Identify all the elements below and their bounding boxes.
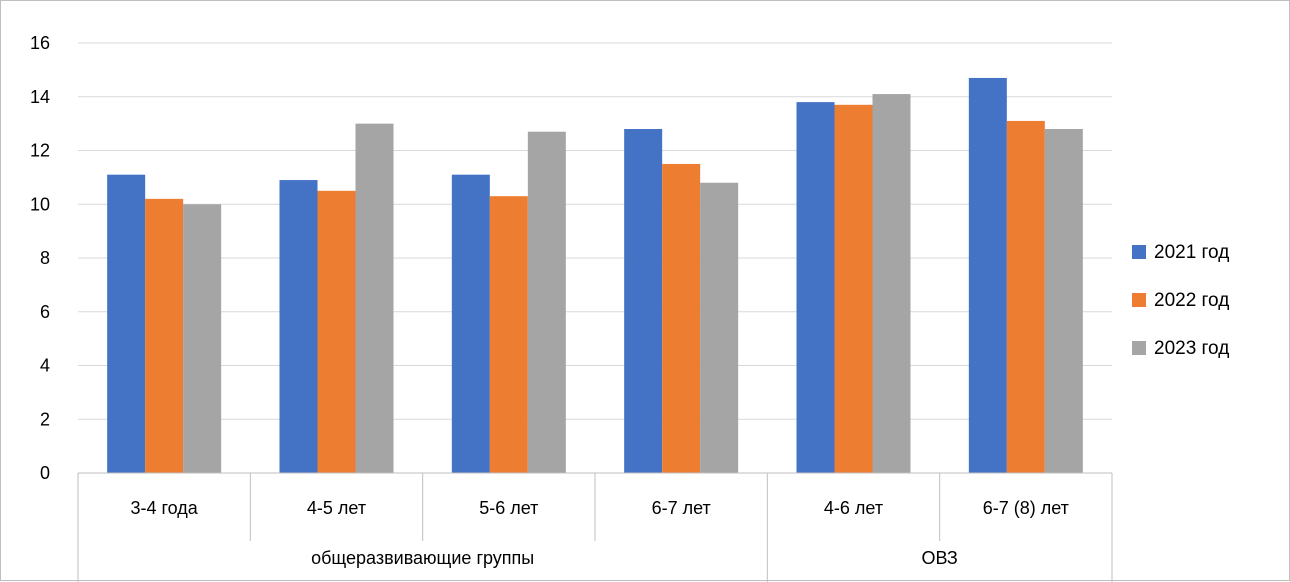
bar bbox=[107, 174, 146, 473]
bar bbox=[624, 129, 663, 473]
y-tick-label: 12 bbox=[30, 141, 50, 161]
y-tick-label: 14 bbox=[30, 87, 50, 107]
gridlines bbox=[78, 42, 1112, 474]
category-label: 4-6 лет bbox=[824, 498, 883, 518]
bar bbox=[796, 102, 835, 473]
y-tick-label: 10 bbox=[30, 194, 50, 214]
bar bbox=[527, 131, 566, 473]
legend-label: 2021 год bbox=[1154, 242, 1229, 263]
bar bbox=[1006, 120, 1045, 473]
category-label: 4-5 лет bbox=[307, 498, 366, 518]
y-tick-label: 2 bbox=[40, 409, 50, 429]
bar bbox=[1044, 129, 1083, 473]
bar bbox=[834, 104, 873, 473]
bar bbox=[355, 123, 394, 473]
bar bbox=[451, 174, 490, 473]
legend-label: 2022 год bbox=[1154, 290, 1229, 311]
bar bbox=[145, 198, 184, 473]
legend-swatch bbox=[1132, 293, 1146, 307]
y-tick-label: 16 bbox=[30, 33, 50, 53]
bar bbox=[700, 182, 739, 473]
legend: 2021 год 2022 год 2023 год bbox=[1132, 242, 1229, 359]
bar bbox=[489, 196, 528, 473]
axes: 0 2 4 6 8 10 12 14 16 3-4 года 4-5 лет 5-6 лет 6-7 л… bbox=[30, 33, 1113, 582]
y-tick-label: 0 bbox=[40, 463, 50, 483]
legend-swatch bbox=[1132, 245, 1146, 259]
bar bbox=[662, 163, 701, 473]
group-label: общеразвивающие группы bbox=[311, 548, 534, 568]
bar bbox=[183, 204, 222, 473]
category-label: 3-4 года bbox=[131, 498, 199, 518]
y-tick-label: 4 bbox=[40, 356, 50, 376]
category-label: 6-7 (8) лет bbox=[983, 498, 1069, 518]
category-label: 5-6 лет bbox=[479, 498, 538, 518]
bar bbox=[279, 180, 318, 473]
group-label: ОВЗ bbox=[922, 548, 958, 568]
bar bbox=[968, 77, 1007, 473]
bar bbox=[317, 190, 356, 473]
bar bbox=[872, 94, 911, 473]
y-tick-label: 6 bbox=[40, 302, 50, 322]
y-tick-label: 8 bbox=[40, 248, 50, 268]
legend-label: 2023 год bbox=[1154, 338, 1229, 359]
category-label: 6-7 лет bbox=[652, 498, 711, 518]
legend-swatch bbox=[1132, 341, 1146, 355]
bars bbox=[107, 77, 1083, 473]
